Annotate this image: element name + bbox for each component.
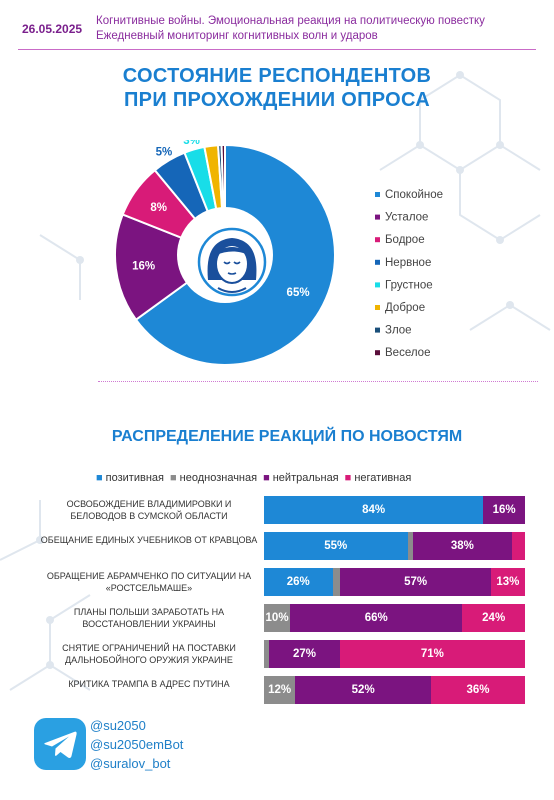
donut-legend-label-4: Грустное xyxy=(385,279,433,291)
bar-segment-5-1: 12% xyxy=(264,676,296,704)
bar-segment-1-2: 38% xyxy=(412,532,512,560)
bar-segment-4-2: 27% xyxy=(269,640,340,668)
bar-row-label-0: ОСВОБОЖДЕНИЕ ВЛАДИМИРОВКИ И БЕЛОВОДОВ В … xyxy=(66,499,232,521)
woman-face-icon xyxy=(197,227,267,297)
donut-legend-label-2: Бодрое xyxy=(385,234,425,246)
bar-segment-2-0: 26% xyxy=(264,568,333,596)
bar-segment-3-1: 10% xyxy=(264,604,291,632)
bar-segment-2-1 xyxy=(332,568,341,596)
bar-row-label-1: ОБЕЩАНИЕ ЕДИНЫХ УЧЕБНИКОВ ОТ КРАВЦОВА xyxy=(40,535,258,545)
donut-label-3: 5% xyxy=(156,147,173,159)
bar-segment-1-3 xyxy=(511,532,525,560)
bar-segment-0-0: 84% xyxy=(264,496,484,524)
donut-legend-label-0: Спокойное xyxy=(385,189,443,201)
bar-legend-swatch-2: ■ xyxy=(263,472,270,484)
donut-legend-swatch-4 xyxy=(375,282,380,288)
bar-segment-1-1 xyxy=(407,532,413,560)
bar-segment-5-2: 52% xyxy=(295,676,432,704)
bar-row-5: 12% 52% 36% xyxy=(264,676,525,704)
bar-segment-4-1 xyxy=(264,640,270,668)
section1-title-line-2: ПРИ ПРОХОЖДЕНИИ ОПРОСА xyxy=(124,89,430,111)
mood-donut-chart: 65% 16% 8% 5% 3%2% Спокойное Усталое Бодрое Нер… xyxy=(114,140,443,366)
donut-legend-swatch-5 xyxy=(375,305,380,310)
bar-row-label-2: ОБРАЩЕНИЕ АБРАМЧЕНКО ПО СИТУАЦИИ НА «РОС… xyxy=(46,571,252,593)
bar-row-label-5: КРИТИКА ТРАМПА В АДРЕС ПУТИНА xyxy=(68,679,230,689)
bar-row-4: 27% 71% xyxy=(264,640,525,668)
telegram-icon[interactable] xyxy=(34,718,86,770)
section1-title-line-1: СОСТОЯНИЕ РЕСПОНДЕНТОВ xyxy=(122,65,432,87)
bar-segment-1-0: 55% xyxy=(264,532,408,560)
donut-label-4: 3% xyxy=(183,140,200,147)
donut-legend-label-1: Усталое xyxy=(385,212,428,224)
donut-legend-swatch-2 xyxy=(375,237,380,243)
bar-segment-2-2: 57% xyxy=(340,568,491,596)
bar-segment-2-3: 13% xyxy=(490,568,525,596)
bar-row-label-4: СНЯТИЕ ОГРАНИЧЕНИЙ НА ПОСТАВКИ ДАЛЬНОБОЙ… xyxy=(62,643,236,665)
donut-legend-label-6: Злое xyxy=(385,325,412,337)
report-date: 26.05.2025 xyxy=(22,22,83,36)
donut-legend-label-7: Веселое xyxy=(385,347,430,359)
section1-title: СОСТОЯНИЕ РЕСПОНДЕНТОВ ПРИ ПРОХОЖДЕНИИ О… xyxy=(0,64,554,112)
bar-legend-label-0: позитивная xyxy=(105,472,164,484)
subtitle-line-1: Когнитивные войны. Эмоциональная реакция… xyxy=(96,15,485,27)
bar-legend-item-2: ■ нейтральная xyxy=(263,472,339,484)
donut-legend-swatch-1 xyxy=(375,214,380,220)
bar-legend-item-1: ■ неоднозначная xyxy=(170,472,257,484)
bar-legend-item-3: ■ негативная xyxy=(345,472,412,484)
donut-legend-label-3: Нервное xyxy=(385,257,431,269)
donut-label-0: 65% xyxy=(287,287,310,299)
bar-legend: ■ позитивная ■ неоднозначная ■ нейтральная ■ не… xyxy=(96,472,496,484)
donut-label-2: 8% xyxy=(150,202,167,214)
donut-legend-label-5: Доброе xyxy=(385,302,425,314)
bar-legend-swatch-3: ■ xyxy=(344,472,352,484)
bar-row-3: 10% 66% 24% xyxy=(264,604,525,632)
bar-legend-label-3: негативная xyxy=(354,472,412,484)
report-subtitle: Когнитивные войны. Эмоциональная реакция… xyxy=(96,14,526,44)
bar-segment-4-3: 71% xyxy=(339,640,525,668)
bar-row-label-3: ПЛАНЫ ПОЛЬШИ ЗАРАБОТАТЬ НА ВОССТАНОВЛЕНИ… xyxy=(73,607,225,629)
donut-label-5: 2% xyxy=(202,140,219,143)
subtitle-line-2: Ежедневный мониторинг когнитивных волн и… xyxy=(96,30,378,42)
bar-legend-swatch-1: ■ xyxy=(169,472,177,484)
bar-segment-5-3: 36% xyxy=(431,676,525,704)
telegram-link-su2050embot[interactable]: @su2050emBot xyxy=(90,737,184,752)
donut-legend-swatch-0 xyxy=(375,192,380,197)
bar-legend-label-2: нейтральная xyxy=(272,472,339,484)
bar-legend-item-0: ■ позитивная xyxy=(96,472,164,484)
telegram-link-suralov-bot[interactable]: @suralov_bot xyxy=(90,756,171,771)
bar-row-2: 26% 57% 13% xyxy=(264,568,525,596)
telegram-links: @su2050 @su2050emBot @suralov_bot xyxy=(90,716,183,773)
header-divider xyxy=(18,49,536,50)
bar-legend-label-1: неоднозначная xyxy=(179,472,258,484)
telegram-link-su2050[interactable]: @su2050 xyxy=(90,718,146,733)
donut-slice-labels: 65% 16% 8% 5% 3%2% xyxy=(132,140,309,299)
section2-title: РАСПРЕДЕЛЕНИЕ РЕАКЦИЙ ПО НОВОСТЯМ xyxy=(111,428,463,445)
bar-segment-3-2: 66% xyxy=(290,604,463,632)
donut-legend-swatch-7 xyxy=(375,350,380,356)
section-divider xyxy=(98,381,538,382)
donut-label-1: 16% xyxy=(132,260,155,272)
bar-segment-3-3: 24% xyxy=(462,604,525,632)
donut-slice-1 xyxy=(114,213,228,322)
donut-legend: Спокойное Усталое Бодрое Нервное Грустное Доб… xyxy=(375,189,443,359)
bar-row-1: 55% 38% xyxy=(264,532,525,560)
bar-segment-0-2: 16% xyxy=(483,496,525,524)
bar-legend-swatch-0: ■ xyxy=(96,472,103,484)
bar-row-0: 84% 16% xyxy=(264,496,525,524)
donut-legend-swatch-6 xyxy=(375,327,380,333)
donut-legend-swatch-3 xyxy=(375,259,380,265)
